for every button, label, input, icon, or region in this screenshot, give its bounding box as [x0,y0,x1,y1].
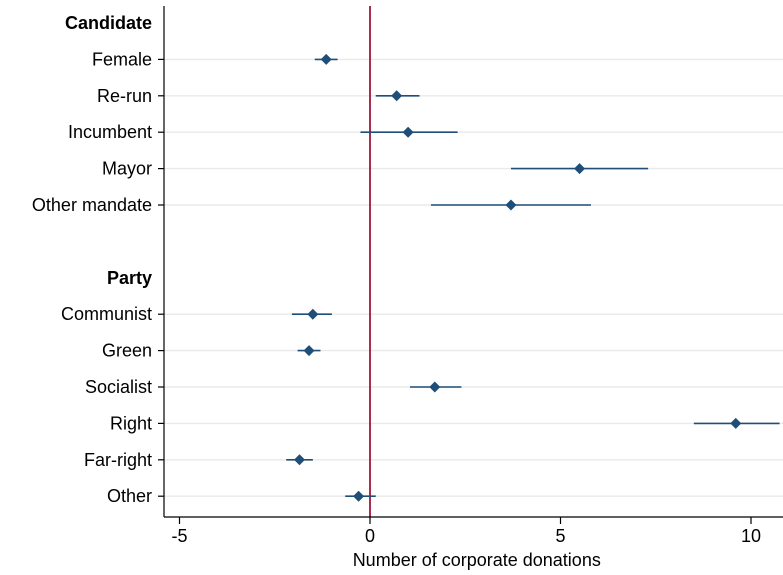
point-estimate [307,308,319,320]
row-label: Right [110,413,152,433]
row-label: Mayor [102,159,152,179]
point-estimate [391,90,403,102]
row-label: Green [102,341,152,361]
row-label: Communist [61,304,152,324]
x-tick-label: 5 [555,526,565,546]
point-estimate [320,53,332,65]
point-estimate [303,345,315,357]
point-estimate [402,126,414,138]
axes: -5 0 5 10 [158,6,783,546]
estimates [286,53,780,502]
row-label: Female [92,49,152,69]
row-labels: Candidate Female Re-run Incumbent Mayor Other… [32,13,152,506]
point-estimate [294,454,306,466]
point-estimate [730,417,742,429]
row-label: Incumbent [68,122,152,142]
row-label: Re-run [97,86,152,106]
row-label: Other mandate [32,195,152,215]
group-header: Candidate [65,13,152,33]
x-axis-title: Number of corporate donations [353,550,601,570]
point-estimate [429,381,441,393]
gridlines [164,58,783,497]
group-header: Party [107,268,152,288]
point-estimate [574,163,586,175]
x-tick-label: -5 [171,526,187,546]
row-label: Socialist [85,377,152,397]
x-tick-label: 0 [365,526,375,546]
row-label: Other [107,486,152,506]
point-estimate [505,199,517,211]
point-estimate [353,490,365,502]
row-label: Far-right [84,450,152,470]
x-tick-label: 10 [741,526,761,546]
